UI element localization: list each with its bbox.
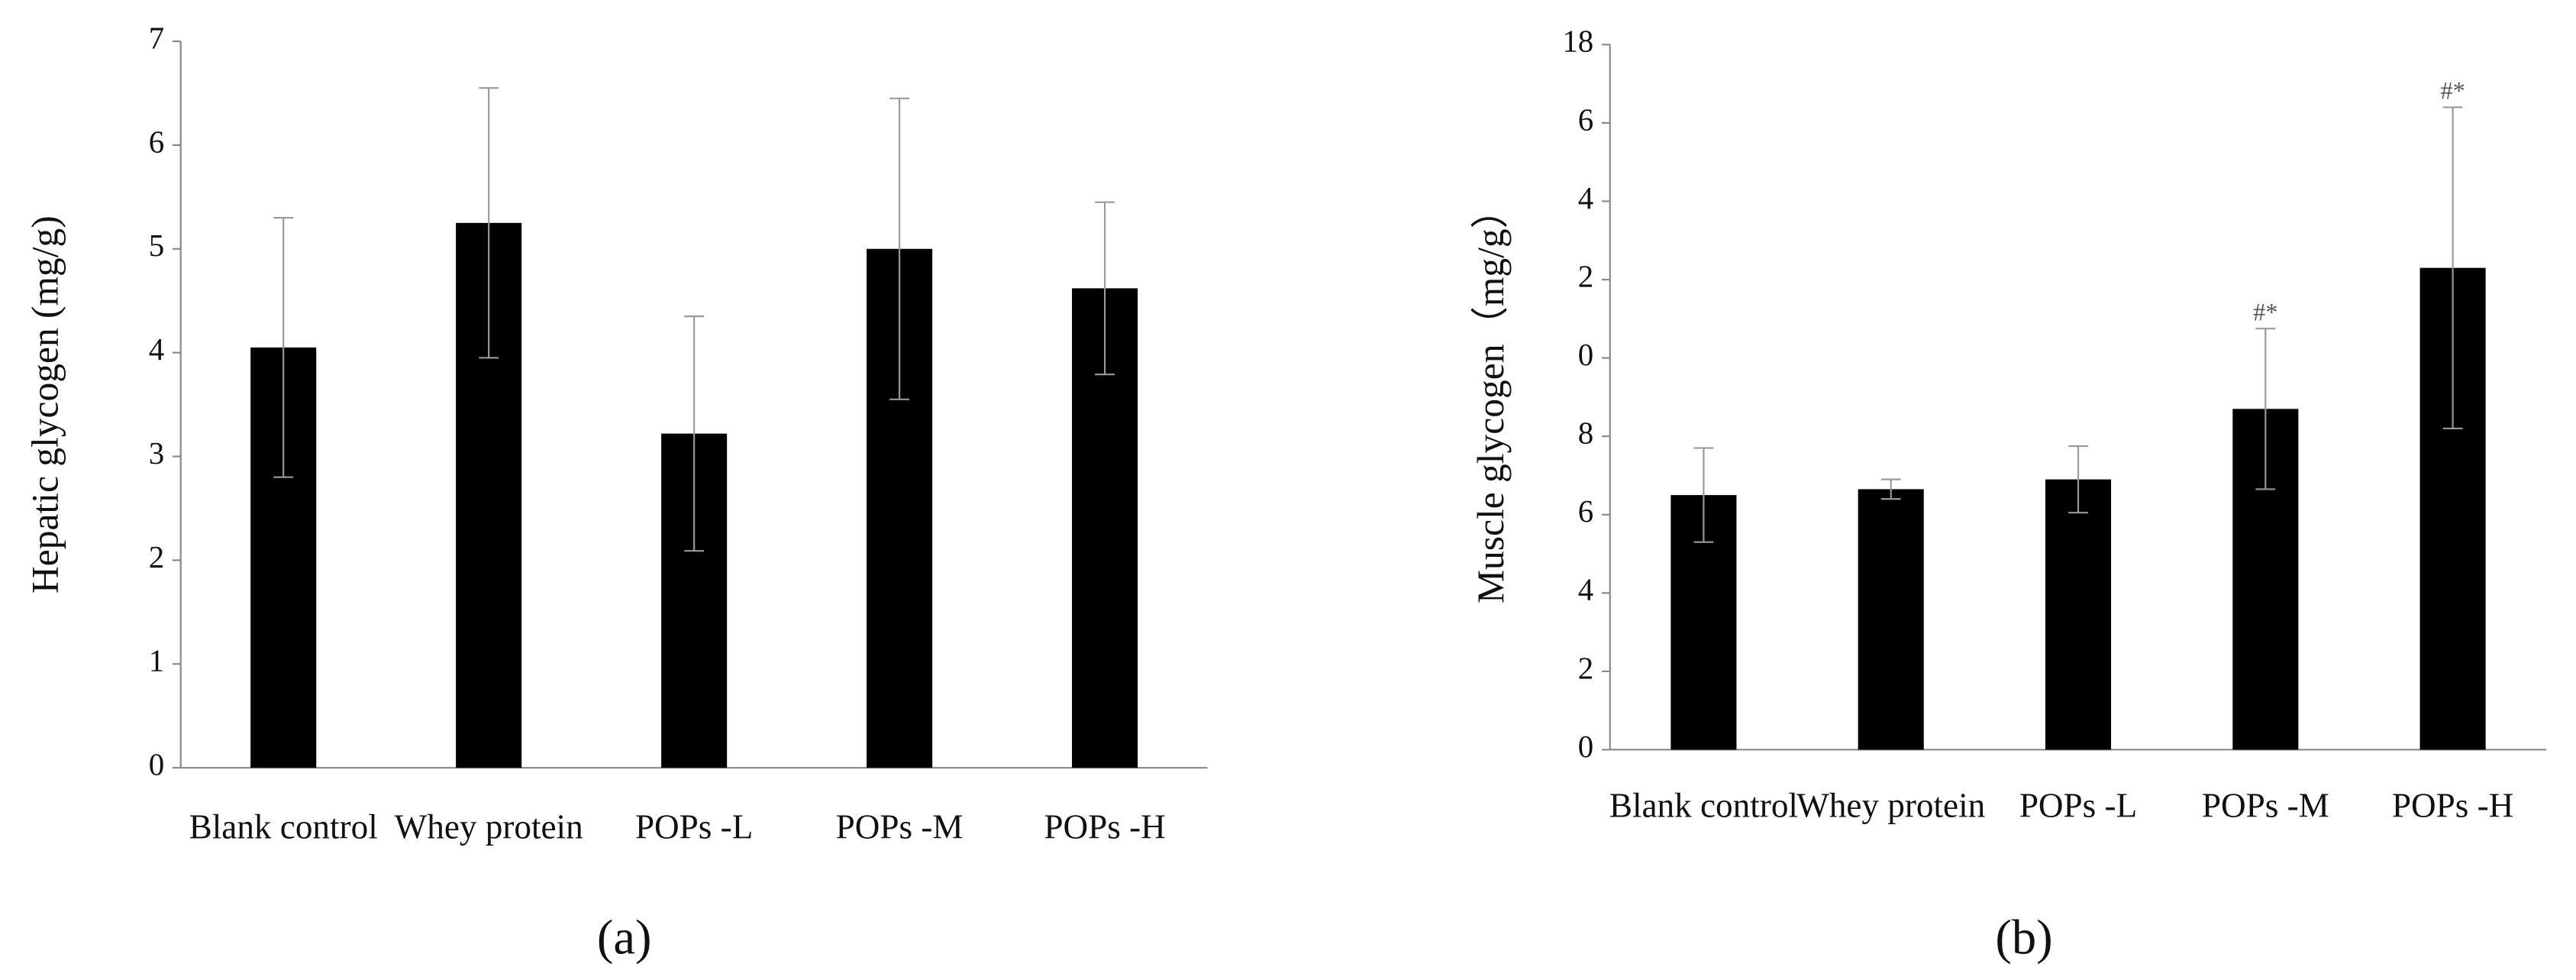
x-tick-label: POPs -H bbox=[2392, 786, 2513, 824]
error-bar bbox=[273, 216, 294, 478]
y-tick-label: 3 bbox=[149, 436, 164, 471]
y-tick-label: 0 bbox=[1578, 729, 1593, 764]
error-bar bbox=[2255, 328, 2276, 490]
x-tick-label: POPs -M bbox=[836, 807, 964, 846]
y-axis-label: Hepatic glycogen (mg/g) bbox=[24, 215, 66, 593]
y-tick-label: 6 bbox=[149, 125, 164, 159]
y-tick-label: 4 bbox=[1578, 181, 1593, 215]
error-bar bbox=[479, 87, 499, 359]
x-tick-label: POPs -L bbox=[635, 807, 753, 846]
error-bar bbox=[1880, 478, 1901, 500]
error-bar bbox=[1693, 447, 1714, 543]
y-tick-label: 4 bbox=[149, 332, 164, 367]
error-bar bbox=[2068, 445, 2088, 514]
caption: (b) bbox=[1995, 909, 2052, 965]
error-bar bbox=[2442, 106, 2463, 430]
annotation: #* bbox=[2440, 77, 2465, 105]
y-tick-label: 6 bbox=[1578, 494, 1593, 529]
error-bar bbox=[1095, 201, 1115, 376]
x-tick-label: Whey protein bbox=[1796, 786, 1985, 824]
error-bar bbox=[889, 97, 910, 400]
y-tick-label: 2 bbox=[149, 540, 164, 574]
y-tick-label: 1 bbox=[149, 644, 164, 678]
y-tick-label: 18 bbox=[1562, 24, 1593, 59]
x-tick-label: POPs -L bbox=[2019, 786, 2137, 824]
y-tick-label: 2 bbox=[1578, 651, 1593, 685]
caption: (a) bbox=[597, 909, 652, 965]
y-tick-label: 8 bbox=[1578, 416, 1593, 451]
y-tick-label: 5 bbox=[149, 228, 164, 263]
y-tick-label: 6 bbox=[1578, 102, 1593, 137]
y-tick-label: 7 bbox=[149, 21, 164, 55]
x-tick-label: Blank control bbox=[189, 807, 378, 846]
y-tick-label: 2 bbox=[1578, 259, 1593, 293]
x-tick-label: POPs -M bbox=[2202, 786, 2329, 824]
y-tick-label: 4 bbox=[1578, 573, 1593, 607]
error-bar bbox=[684, 315, 705, 552]
x-tick-label: Whey protein bbox=[395, 807, 583, 846]
x-tick-label: Blank control bbox=[1609, 786, 1798, 824]
annotation: #* bbox=[2253, 298, 2277, 325]
bar bbox=[2045, 479, 2112, 750]
y-tick-label: 0 bbox=[1578, 338, 1593, 372]
y-axis-label: Muscle glycogen（mg/g） bbox=[1470, 191, 1512, 603]
bar bbox=[1858, 489, 1924, 750]
y-tick-label: 0 bbox=[149, 748, 164, 782]
x-tick-label: POPs -H bbox=[1044, 807, 1165, 846]
